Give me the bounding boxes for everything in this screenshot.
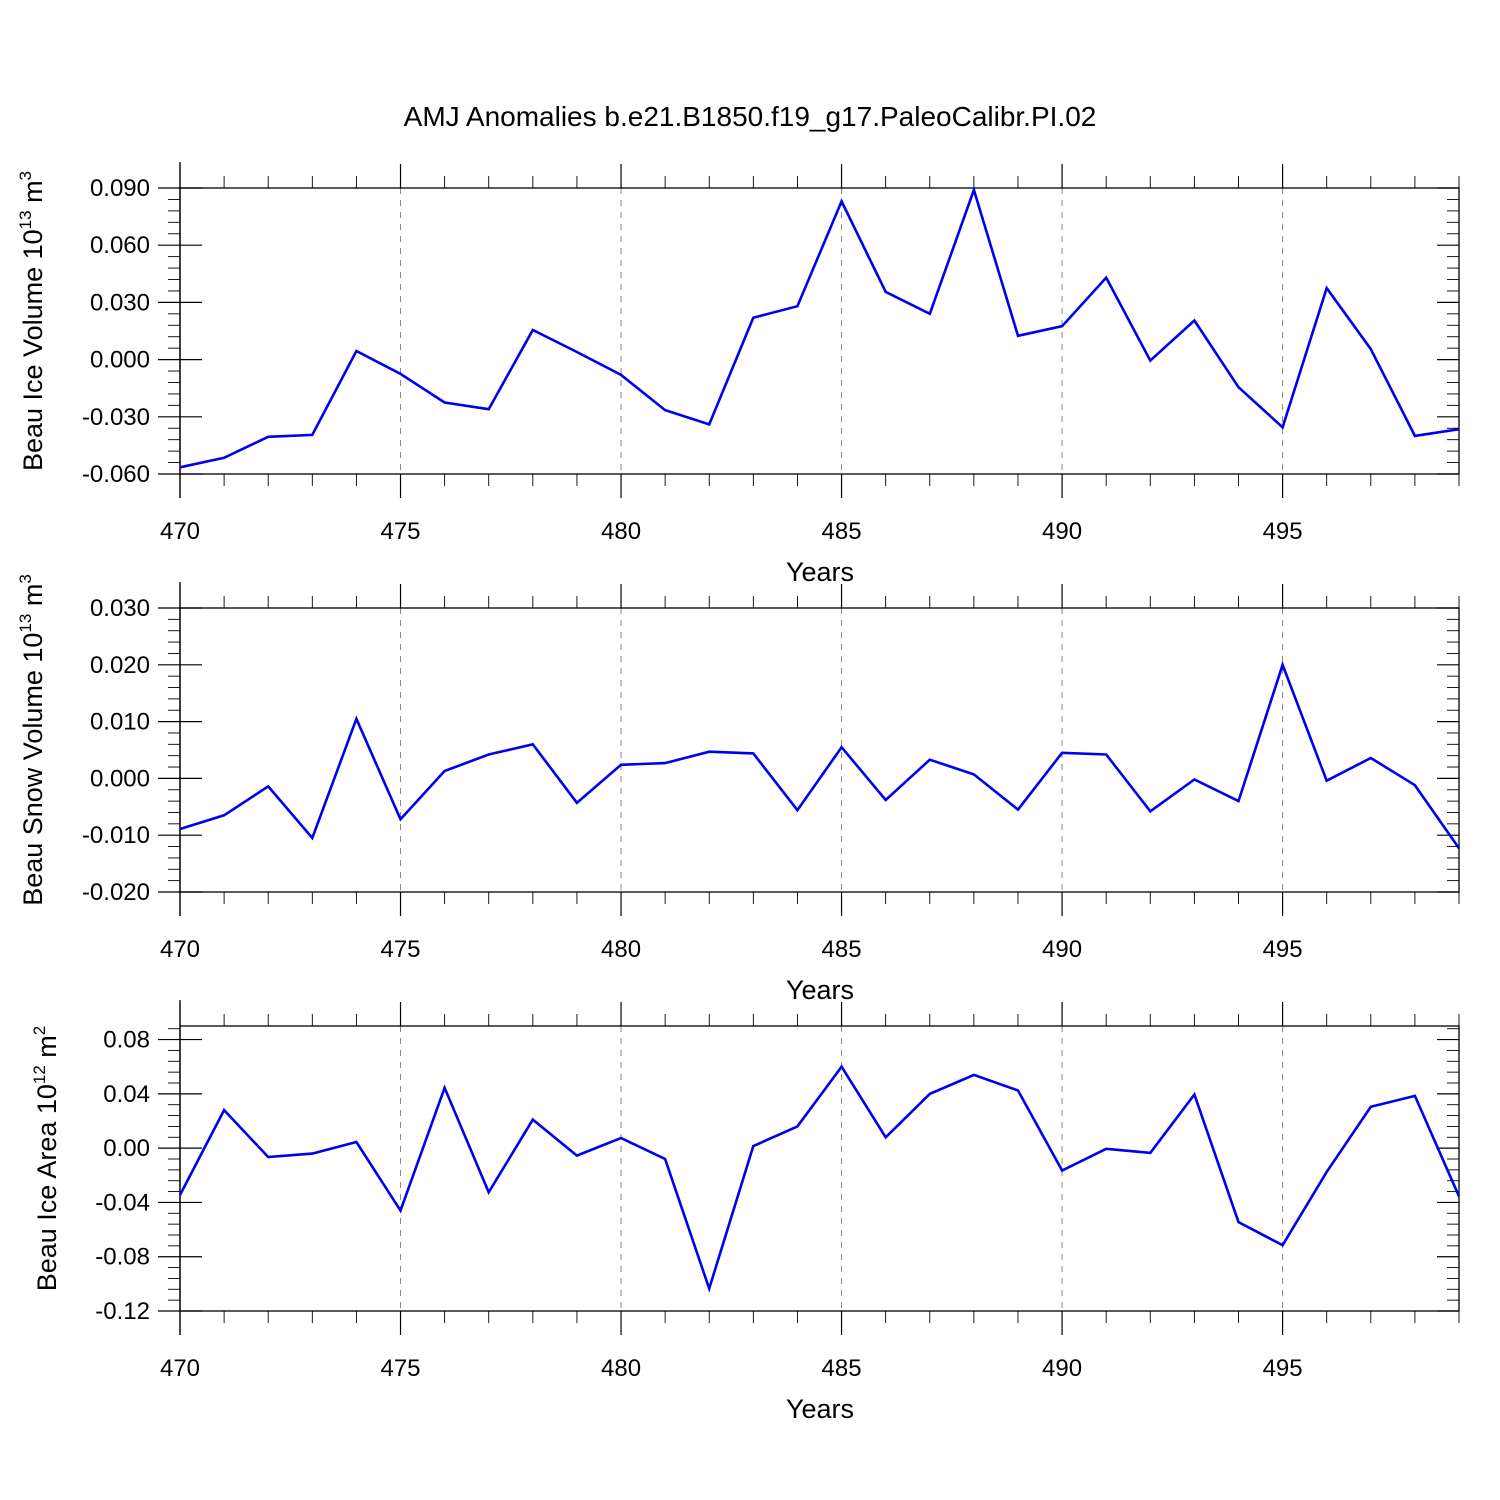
y-axis-title-unit: m — [18, 584, 48, 614]
y-axis-title-unit: m — [32, 1035, 62, 1065]
y-tick-label: 0.030 — [90, 289, 150, 316]
x-tick-label: 470 — [160, 1355, 200, 1382]
x-tick-label: 485 — [822, 1355, 862, 1382]
y-tick-label: -0.030 — [82, 404, 150, 431]
y-tick-label: 0.060 — [90, 232, 150, 259]
y-tick-label: 0.020 — [90, 652, 150, 679]
x-tick-label: 495 — [1263, 518, 1303, 545]
plot-frame — [179, 1025, 1460, 1312]
y-tick-label: -0.060 — [82, 461, 150, 488]
x-axis-title: Years — [786, 1394, 854, 1424]
y-tick-label: 0.08 — [103, 1027, 150, 1054]
y-tick-label: -0.010 — [82, 822, 150, 849]
x-tick-label: 475 — [380, 936, 420, 963]
x-tick-label: 480 — [601, 1355, 641, 1382]
x-tick-label: 475 — [380, 1355, 420, 1382]
series-line — [178, 1064, 1461, 1293]
plot-frame — [179, 187, 1460, 475]
chart-panel-1: -0.060 -0.030 0.000 0.030 0.060 0.090 470 475 48… — [16, 162, 1460, 587]
y-tick-label: 0.04 — [103, 1081, 150, 1108]
y-axis-title-unit-exponent: 3 — [16, 171, 35, 180]
x-tick-label: 470 — [160, 518, 200, 545]
x-tick-label: 495 — [1263, 1355, 1303, 1382]
series-line — [179, 185, 1460, 469]
x-tick-label: 470 — [160, 936, 200, 963]
x-axis-title: Years — [786, 975, 854, 1005]
y-tick-label: -0.12 — [95, 1298, 150, 1325]
y-axis-title-exponent: 13 — [16, 614, 35, 633]
y-axis-title-text: Beau Snow Volume 10 — [18, 633, 48, 906]
x-tick-label: 475 — [380, 518, 420, 545]
y-tick-label: 0.00 — [103, 1135, 150, 1162]
y-axis-title-exponent: 13 — [16, 210, 35, 229]
chart-panel-3: -0.12 -0.08 -0.04 0.00 0.04 0.08 470 475 480 485 4… — [30, 1000, 1461, 1424]
y-tick-label: 0.090 — [90, 175, 150, 202]
y-axis-title-unit: m — [18, 180, 48, 210]
y-axis-title: Beau Ice Volume 1013 m3 — [16, 171, 48, 471]
y-axis-title-text: Beau Ice Area 10 — [32, 1084, 62, 1291]
y-tick-label: 0.010 — [90, 709, 150, 736]
x-tick-label: 485 — [822, 936, 862, 963]
y-axis-title: Beau Snow Volume 1013 m3 — [16, 574, 48, 906]
chart-title: AMJ Anomalies b.e21.B1850.f19_g17.PaleoC… — [404, 101, 1097, 132]
x-axis-title: Years — [786, 557, 854, 587]
y-axis-title-exponent: 12 — [30, 1065, 49, 1084]
chart-panel-2: -0.020 -0.010 0.000 0.010 0.020 0.030 470 475 48… — [16, 574, 1461, 1005]
x-tick-label: 490 — [1042, 518, 1082, 545]
y-tick-label: 0.030 — [90, 595, 150, 622]
series-line — [179, 660, 1461, 850]
x-tick-label: 490 — [1042, 1355, 1082, 1382]
y-axis-title-unit-exponent: 2 — [30, 1026, 49, 1035]
y-axis-title: Beau Ice Area 1012 m2 — [30, 1026, 62, 1292]
x-tick-label: 495 — [1263, 936, 1303, 963]
y-tick-label: -0.020 — [82, 879, 150, 906]
x-tick-label: 485 — [822, 518, 862, 545]
y-axis-title-unit-exponent: 3 — [16, 574, 35, 583]
y-tick-label: 0.000 — [90, 765, 150, 792]
x-tick-label: 480 — [601, 936, 641, 963]
y-axis-title-text: Beau Ice Volume 10 — [18, 229, 48, 471]
x-tick-label: 490 — [1042, 936, 1082, 963]
x-tick-label: 480 — [601, 518, 641, 545]
y-tick-label: -0.04 — [95, 1189, 150, 1216]
y-tick-label: 0.000 — [90, 347, 150, 374]
plot-frame — [179, 607, 1460, 893]
y-tick-label: -0.08 — [95, 1244, 150, 1271]
